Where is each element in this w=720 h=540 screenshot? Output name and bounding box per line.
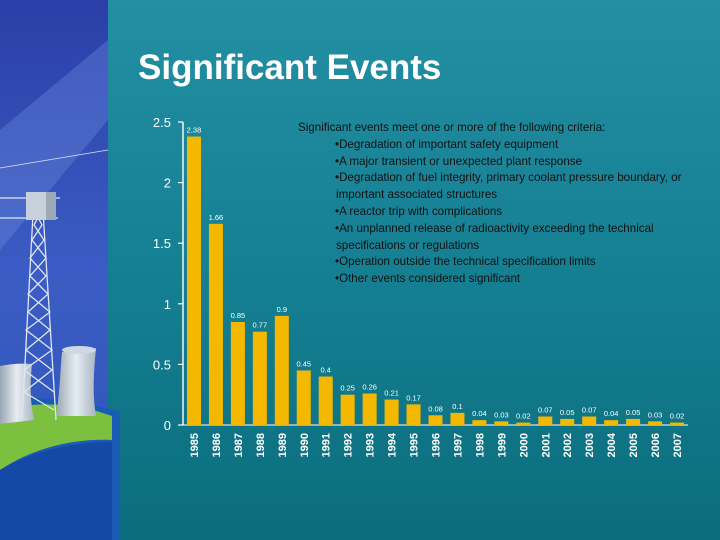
- y-tick-label: 0.5: [153, 357, 171, 372]
- bar-data-label: 0.4: [320, 366, 330, 375]
- bar-data-label: 0.07: [582, 406, 597, 415]
- bar: [362, 393, 377, 425]
- criteria-item: Other events considered significant: [298, 271, 690, 288]
- bar-data-label: 0.25: [340, 384, 355, 393]
- bar: [252, 331, 267, 425]
- bar-data-label: 2.38: [187, 126, 202, 135]
- bar: [494, 421, 509, 425]
- x-category-label: 1987: [233, 433, 245, 457]
- x-category-label: 1990: [299, 433, 311, 457]
- x-category-label: 1995: [409, 433, 421, 457]
- bar: [296, 370, 311, 425]
- bar: [604, 420, 619, 425]
- x-category-label: 1996: [431, 433, 443, 457]
- bar-data-label: 0.9: [277, 305, 287, 314]
- criteria-item: An unplanned release of radioactivity ex…: [298, 221, 690, 255]
- x-category-label: 1999: [496, 433, 508, 457]
- bar: [384, 399, 399, 425]
- bar-data-label: 0.08: [428, 404, 443, 413]
- bar: [450, 412, 465, 425]
- x-category-label: 2004: [606, 432, 618, 457]
- y-tick-label: 2.5: [153, 115, 171, 130]
- y-tick-label: 2: [164, 176, 171, 191]
- bar-data-label: 1.66: [209, 213, 224, 222]
- chart-bars: [186, 136, 685, 426]
- bar-data-label: 0.04: [472, 409, 487, 418]
- bar: [428, 415, 443, 425]
- criteria-item: Operation outside the technical specific…: [298, 254, 690, 271]
- bar-data-label: 0.02: [516, 412, 531, 421]
- bar-data-label: 0.21: [384, 389, 399, 398]
- bar-data-label: 0.26: [362, 382, 377, 391]
- bar: [560, 418, 575, 425]
- bar-data-label: 0.07: [538, 406, 553, 415]
- bar-data-label: 0.03: [648, 410, 663, 419]
- bar: [208, 223, 223, 425]
- x-category-label: 2002: [562, 433, 574, 457]
- criteria-item: Degradation of fuel integrity, primary c…: [298, 170, 690, 204]
- bar: [318, 376, 333, 425]
- bar: [406, 404, 421, 425]
- bar: [230, 321, 245, 425]
- y-tick-label: 1: [164, 297, 171, 312]
- criteria-intro: Significant events meet one or more of t…: [298, 121, 606, 134]
- bar-data-label: 0.77: [253, 321, 268, 330]
- criteria-item: A major transient or unexpected plant re…: [298, 154, 690, 171]
- x-category-label: 2006: [650, 433, 662, 457]
- criteria-text-block: Significant events meet one or more of t…: [298, 120, 690, 288]
- bar: [340, 394, 355, 425]
- bar: [516, 422, 531, 425]
- x-category-label: 2000: [518, 433, 530, 457]
- bar-data-label: 0.05: [560, 408, 575, 417]
- x-category-label: 1992: [343, 433, 355, 457]
- bar: [670, 422, 685, 425]
- x-category-label: 1986: [211, 433, 223, 457]
- bar: [626, 418, 641, 425]
- bar-data-label: 0.45: [296, 359, 311, 368]
- bar-data-label: 0.02: [670, 412, 685, 421]
- bar: [538, 416, 553, 425]
- x-category-label: 1989: [277, 433, 289, 457]
- x-category-label: 1985: [189, 433, 201, 457]
- bar: [186, 136, 201, 426]
- bar-data-label: 0.85: [231, 311, 246, 320]
- x-category-label: 1988: [255, 433, 267, 457]
- slide-title: Significant Events: [138, 48, 442, 87]
- grass: [0, 404, 112, 470]
- bar-data-label: 0.05: [626, 408, 641, 417]
- criteria-item: A reactor trip with complications: [298, 204, 690, 221]
- criteria-item: Degradation of important safety equipmen…: [298, 137, 690, 154]
- x-category-label: 1997: [452, 433, 464, 457]
- y-tick-label: 0: [164, 418, 171, 433]
- bar: [472, 420, 487, 425]
- bar: [648, 421, 663, 425]
- bar-data-label: 0.17: [406, 393, 421, 402]
- x-category-label: 2001: [540, 433, 552, 457]
- chart-labels: 2.38 1985 1.66 1986 0.85 1987 0.77 1988 0.9 1989 0…: [187, 126, 685, 458]
- bar: [582, 416, 597, 425]
- bar-data-label: 0.04: [604, 409, 619, 418]
- cooling-tower-illustration: [0, 346, 96, 424]
- x-category-label: 1991: [321, 433, 333, 457]
- bar-data-label: 0.1: [452, 402, 462, 411]
- x-category-label: 2007: [672, 433, 684, 457]
- bar-data-label: 0.03: [494, 410, 509, 419]
- y-tick-label: 1.5: [153, 236, 171, 251]
- x-category-label: 2005: [628, 433, 640, 457]
- x-category-label: 1994: [387, 432, 399, 457]
- x-category-label: 1993: [365, 433, 377, 457]
- x-category-label: 2003: [584, 433, 596, 457]
- x-category-label: 1998: [474, 433, 486, 457]
- bar: [274, 315, 289, 425]
